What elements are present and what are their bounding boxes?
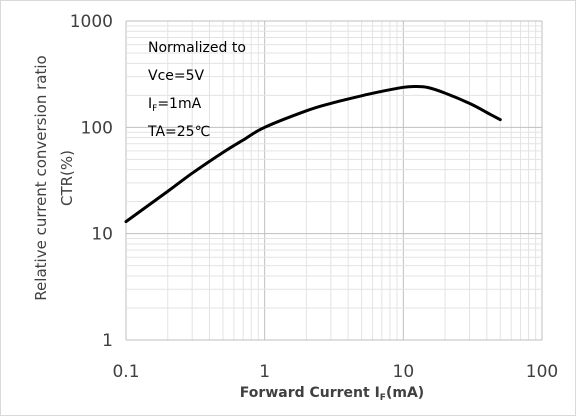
- y-tick-label: 1000: [70, 12, 113, 32]
- annotation-box: Normalized to Vce=5V IF=1mA TA=25℃: [147, 40, 246, 140]
- tick-labels: 0.1 1 10 100 1 10 100 1000: [70, 12, 558, 382]
- grid: [125, 20, 543, 341]
- series-layer: [124, 85, 502, 224]
- annotation-ta: TA=25℃: [147, 124, 210, 140]
- x-tick-label: 0.1: [112, 362, 139, 382]
- x-tick-label: 10: [393, 362, 415, 382]
- y-tick-label: 100: [81, 118, 113, 138]
- ctr-curve: [124, 85, 502, 224]
- annotation-vce: Vce=5V: [148, 68, 205, 84]
- y-tick-label: 10: [91, 225, 113, 245]
- annotation-if: IF=1mA: [148, 96, 202, 114]
- x-tick-label: 1: [259, 362, 270, 382]
- y-axis-title-line1: Relative current conversion ratio: [32, 55, 50, 300]
- x-axis-title: Forward Current IF(mA): [240, 385, 424, 403]
- y-axis-title-line2: CTR(%): [58, 150, 76, 206]
- y-tick-label: 1: [102, 331, 113, 351]
- x-tick-label: 100: [526, 362, 558, 382]
- annotation-normalized: Normalized to: [148, 40, 246, 56]
